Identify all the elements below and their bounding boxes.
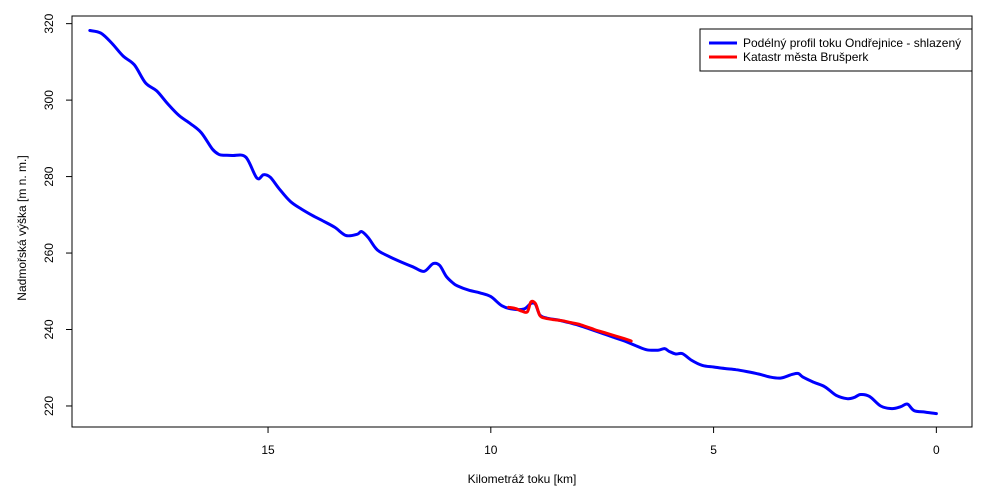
- y-tick-label: 240: [42, 319, 56, 339]
- x-axis-title: Kilometráž toku [km]: [468, 472, 577, 486]
- y-tick-label: 280: [42, 166, 56, 186]
- x-tick-label: 5: [710, 443, 717, 457]
- series-line-2: [507, 299, 633, 343]
- y-axis: 220 240 260 280 300 320: [42, 13, 72, 416]
- plot-frame: [71, 15, 973, 428]
- y-tick-label: 220: [42, 396, 56, 416]
- legend-label: Katastr města Brušperk: [743, 50, 869, 64]
- legend: Podélný profil toku Ondřejnice - shlazen…: [699, 28, 973, 72]
- legend-label: Podélný profil toku Ondřejnice - shlazen…: [743, 36, 961, 50]
- series-layer: [88, 29, 938, 416]
- x-tick-label: 0: [933, 443, 940, 457]
- y-tick-label: 320: [42, 13, 56, 33]
- x-tick-label: 15: [261, 443, 275, 457]
- series-line-1: [88, 29, 938, 416]
- y-tick-label: 300: [42, 90, 56, 110]
- legend-box: [699, 28, 973, 72]
- y-axis-title: Nadmořská výška [m n. m.]: [15, 155, 29, 300]
- x-tick-label: 10: [484, 443, 498, 457]
- x-axis: 15 10 5 0: [261, 427, 940, 457]
- y-tick-label: 260: [42, 243, 56, 263]
